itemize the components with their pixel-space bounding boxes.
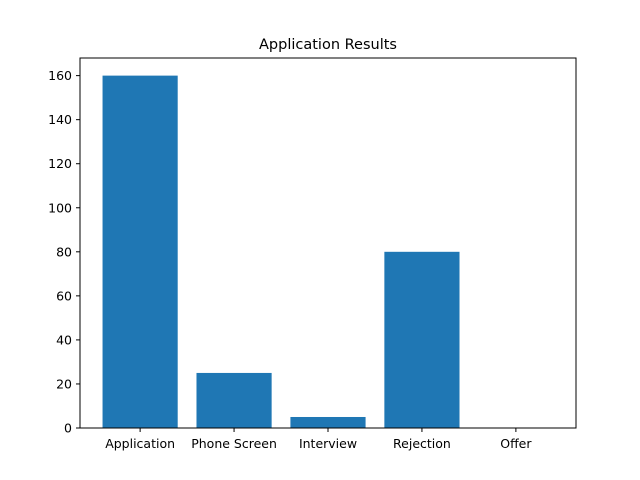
- x-axis: Application Phone Screen Interview Rejectio…: [105, 428, 532, 451]
- y-tick-label: 140: [48, 112, 72, 127]
- bars: [102, 75, 460, 428]
- y-tick-label: 100: [48, 200, 72, 215]
- bar-application: [102, 75, 178, 428]
- bar-phone-screen: [196, 372, 272, 428]
- x-tick-label: Offer: [500, 436, 532, 451]
- y-tick-label: 80: [56, 244, 72, 259]
- y-tick-label: 20: [56, 376, 72, 391]
- x-tick-label: Application: [105, 436, 175, 451]
- y-tick-label: 40: [56, 332, 72, 347]
- plot-frame: [79, 57, 577, 429]
- y-tick-label: 0: [64, 421, 72, 436]
- bar-rejection: [384, 251, 460, 428]
- y-axis: 0 20 40 60 80 100 120 140 160: [48, 68, 80, 436]
- y-tick-label: 160: [48, 68, 72, 83]
- x-tick-label: Rejection: [393, 436, 451, 451]
- x-tick-label: Phone Screen: [191, 436, 277, 451]
- chart-title: Application Results: [259, 37, 397, 53]
- y-tick-label: 120: [48, 156, 72, 171]
- y-tick-label: 60: [56, 288, 72, 303]
- x-tick-label: Interview: [299, 436, 357, 451]
- bar-interview: [290, 416, 366, 428]
